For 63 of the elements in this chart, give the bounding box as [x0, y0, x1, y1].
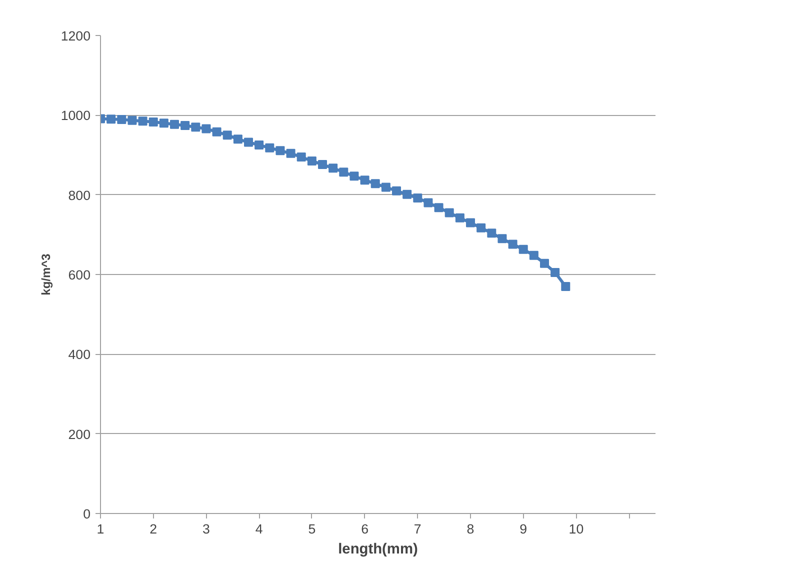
x-tick-label: 8 — [466, 522, 474, 536]
point — [455, 213, 464, 222]
point — [180, 121, 190, 130]
point — [307, 156, 316, 166]
point — [561, 282, 570, 291]
point — [540, 258, 549, 268]
point — [402, 190, 412, 199]
y-tick-label: 600 — [68, 268, 91, 282]
point — [498, 234, 507, 244]
point — [212, 127, 222, 136]
point — [476, 223, 486, 232]
point — [276, 146, 285, 156]
point — [550, 268, 560, 278]
x-tick-label: 2 — [150, 522, 158, 536]
point — [487, 228, 496, 238]
point — [222, 130, 232, 140]
y-axis-title: kg/m^3 — [38, 253, 53, 296]
point — [202, 124, 211, 134]
y-tick-label: 200 — [68, 426, 91, 442]
point — [296, 152, 306, 162]
point — [529, 250, 538, 260]
x-tick-label: 3 — [202, 522, 210, 536]
point — [518, 244, 528, 254]
point — [159, 118, 168, 128]
point — [170, 120, 179, 129]
point — [128, 116, 137, 125]
point — [466, 218, 475, 228]
point — [392, 186, 401, 196]
y-tick-label: 1000 — [60, 108, 91, 124]
point — [191, 122, 200, 132]
point — [244, 138, 253, 147]
point — [254, 140, 264, 150]
y-tick-label: 800 — [68, 188, 91, 203]
y-tick-label: 0 — [83, 506, 91, 522]
point — [424, 198, 433, 208]
point — [360, 176, 370, 185]
point — [339, 168, 348, 177]
point — [106, 114, 116, 124]
x-tick-label: 6 — [361, 522, 368, 536]
point — [381, 182, 390, 192]
point — [444, 208, 454, 218]
y-tick-label: 400 — [68, 347, 91, 362]
point — [328, 164, 338, 173]
point — [508, 240, 518, 249]
point — [286, 148, 296, 158]
x-tick-label: 10 — [568, 522, 584, 536]
point — [148, 117, 158, 126]
x-axis-title: length(mm) — [338, 542, 418, 558]
x-tick-label: 7 — [414, 522, 422, 536]
point — [434, 203, 444, 212]
point — [233, 134, 242, 144]
point — [138, 116, 148, 126]
point — [265, 143, 274, 152]
point — [117, 115, 126, 124]
point — [350, 172, 359, 181]
y-tick-label: 1200 — [60, 28, 91, 44]
point — [318, 160, 327, 170]
x-tick-label: 4 — [255, 522, 264, 536]
x-tick-label: 5 — [308, 522, 316, 536]
point — [370, 179, 380, 188]
x-tick-label: 9 — [520, 522, 528, 536]
x-tick-label: 1 — [96, 522, 104, 536]
point — [413, 194, 422, 203]
